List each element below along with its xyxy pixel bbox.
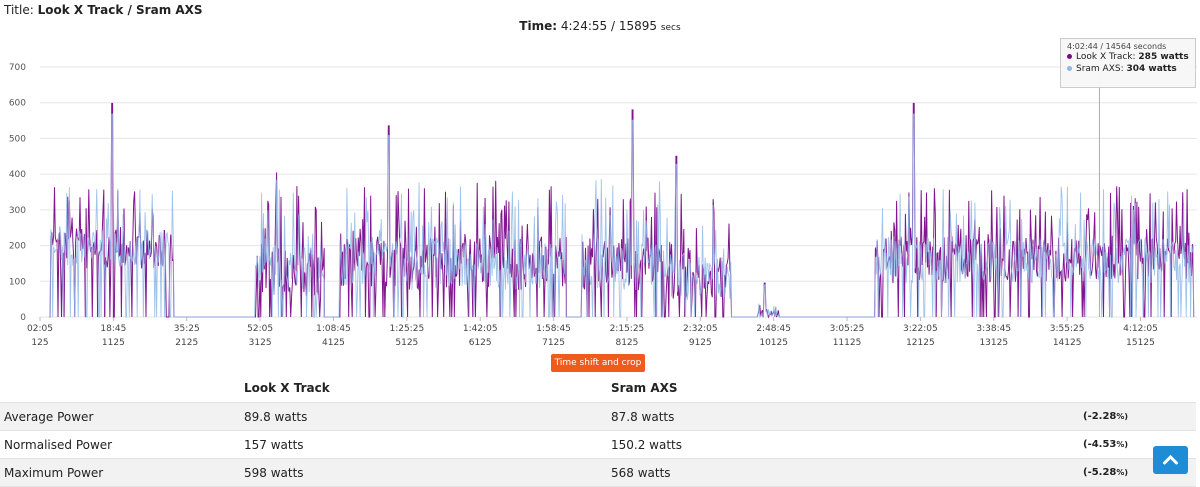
diff-pct: %) <box>1116 468 1129 477</box>
time-secs: 15895 <box>618 19 657 33</box>
y-tick-label: 300 <box>9 206 26 216</box>
header-sram: Sram AXS <box>610 374 1082 403</box>
diff-pct: %) <box>1116 440 1129 449</box>
chart-tooltip: 4:02:44 / 14564 seconds Look X Track: 28… <box>1060 38 1196 88</box>
x-time-label: 35:25 <box>174 324 200 334</box>
x-sec-label: 15125 <box>1126 338 1155 348</box>
y-tick-label: 100 <box>9 277 26 287</box>
x-sec-label: 6125 <box>469 338 492 348</box>
x-time-label: 52:05 <box>247 324 273 334</box>
x-sec-label: 14125 <box>1053 338 1082 348</box>
x-time-label: 02:05 <box>27 324 53 334</box>
x-sec-label: 13125 <box>979 338 1008 348</box>
y-tick-label: 600 <box>9 99 26 109</box>
x-time-label: 4:12:05 <box>1123 324 1158 334</box>
row-label: Average Power <box>0 402 243 431</box>
tooltip-series2-value: 304 watts <box>1126 64 1177 74</box>
time-label: Time: <box>519 19 558 33</box>
diff-number: (-2.28 <box>1083 411 1117 422</box>
tooltip-series2: Sram AXS: 304 watts <box>1067 63 1189 75</box>
time-shift-crop-button[interactable]: Time shift and crop <box>551 354 645 372</box>
table-row: Normalised Power 157 watts 150.2 watts (… <box>0 430 1196 459</box>
y-tick-label: 200 <box>9 242 26 252</box>
duration-summary: Time: 4:24:55 / 15895 secs <box>0 19 1200 33</box>
chevron-up-icon <box>1163 454 1178 465</box>
time-separator: / <box>607 19 619 33</box>
diff-value: (-2.28%) <box>1082 402 1196 431</box>
x-time-label: 1:58:45 <box>536 324 571 334</box>
x-sec-label: 9125 <box>689 338 712 348</box>
tooltip-series1: Look X Track: 285 watts <box>1067 51 1189 63</box>
diff-number: (-4.53 <box>1083 439 1117 450</box>
x-sec-label: 7125 <box>542 338 565 348</box>
x-time-label: 3:55:25 <box>1050 324 1085 334</box>
tooltip-time: 4:02:44 / 14564 seconds <box>1067 42 1167 51</box>
x-time-label: 18:45 <box>100 324 126 334</box>
x-sec-label: 2125 <box>175 338 198 348</box>
x-sec-label: 5125 <box>395 338 418 348</box>
tooltip-series2-label: Sram AXS: <box>1076 64 1127 74</box>
series2-dot-icon <box>1067 66 1072 71</box>
time-unit: secs <box>660 23 681 33</box>
look-value: 157 watts <box>243 430 610 459</box>
x-sec-label: 10125 <box>759 338 788 348</box>
title-value: Look X Track / Sram AXS <box>37 3 203 17</box>
x-time-label: 1:25:25 <box>389 324 424 334</box>
row-label: Normalised Power <box>0 430 243 459</box>
series1-dot-icon <box>1067 54 1072 59</box>
tooltip-series1-label: Look X Track: <box>1076 52 1139 62</box>
tooltip-series1-value: 285 watts <box>1138 52 1189 62</box>
header-blank <box>0 374 243 403</box>
x-sec-label: 3125 <box>249 338 272 348</box>
x-time-label: 1:42:05 <box>463 324 498 334</box>
x-time-label: 2:48:45 <box>756 324 791 334</box>
chart-title: Title: Look X Track / Sram AXS <box>4 3 203 17</box>
x-sec-label: 1125 <box>102 338 125 348</box>
x-sec-label: 12125 <box>906 338 935 348</box>
header-diff <box>1082 374 1196 403</box>
x-time-label: 3:05:25 <box>830 324 865 334</box>
x-sec-label: 8125 <box>615 338 638 348</box>
scroll-to-top-button[interactable] <box>1153 446 1188 474</box>
x-time-label: 3:22:05 <box>903 324 938 334</box>
sram-value: 87.8 watts <box>610 402 1082 431</box>
power-chart[interactable]: 0 100 200 300 400 500 600 700 02:05 125 18:45 1125 3… <box>0 35 1200 349</box>
series-sram-axs-line <box>49 113 1195 319</box>
y-tick-label: 0 <box>20 313 26 323</box>
header-look: Look X Track <box>243 374 610 403</box>
x-time-label: 2:15:25 <box>610 324 645 334</box>
x-sec-label: 11125 <box>833 338 862 348</box>
time-value: 4:24:55 <box>560 19 608 33</box>
table-row: Average Power 89.8 watts 87.8 watts (-2.… <box>0 402 1196 431</box>
look-value: 598 watts <box>243 458 610 487</box>
x-time-label: 1:08:45 <box>316 324 351 334</box>
y-tick-label: 700 <box>9 63 26 73</box>
diff-pct: %) <box>1116 412 1129 421</box>
x-time-label: 2:32:05 <box>683 324 718 334</box>
power-stats-table: Look X Track Sram AXS Average Power 89.8… <box>0 374 1196 487</box>
y-tick-label: 400 <box>9 170 26 180</box>
diff-number: (-5.28 <box>1083 467 1117 478</box>
x-sec-label: 4125 <box>322 338 345 348</box>
row-label: Maximum Power <box>0 458 243 487</box>
sram-value: 150.2 watts <box>610 430 1082 459</box>
sram-value: 568 watts <box>610 458 1082 487</box>
stats-header-row: Look X Track Sram AXS <box>0 374 1196 403</box>
title-label: Title: <box>4 3 34 17</box>
look-value: 89.8 watts <box>243 402 610 431</box>
x-time-label: 3:38:45 <box>976 324 1011 334</box>
x-sec-label: 125 <box>31 338 48 348</box>
diff-value: (-4.53%) <box>1082 430 1196 459</box>
table-row: Maximum Power 598 watts 568 watts (-5.28… <box>0 458 1196 487</box>
y-tick-label: 500 <box>9 134 26 144</box>
